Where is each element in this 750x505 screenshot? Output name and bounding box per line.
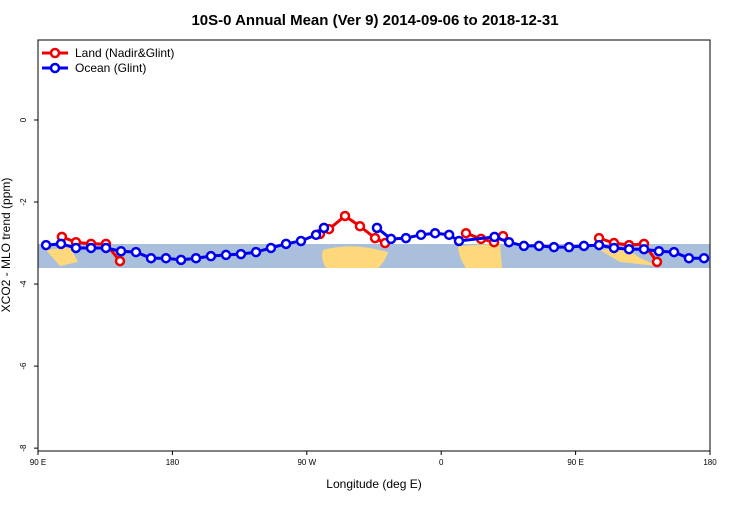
series-point: [460, 227, 472, 239]
series-point: [429, 227, 441, 239]
series-point: [100, 242, 112, 254]
series-point: [443, 229, 455, 241]
series-point: [578, 240, 590, 252]
series-point: [190, 252, 202, 264]
legend-label: Land (Nadir&Glint): [75, 46, 174, 60]
series-point: [114, 255, 126, 267]
series-point: [160, 252, 172, 264]
plot-frame: [37, 39, 711, 452]
series-point: [623, 243, 635, 255]
x-tick-label: 180: [166, 458, 180, 467]
x-tick-label: 90 W: [297, 458, 316, 467]
legend-marker: [49, 47, 61, 59]
x-tick-label: 180: [703, 458, 717, 467]
series-point: [85, 242, 97, 254]
series-point: [369, 232, 381, 244]
series-point: [593, 239, 605, 251]
y-tick-label: -4: [19, 280, 28, 288]
legend-label: Ocean (Glint): [75, 61, 146, 75]
series-point: [250, 246, 262, 258]
x-tick-label: 90 E: [30, 458, 46, 467]
x-tick-label: 0: [439, 458, 444, 467]
x-axis-label: Longitude (deg E): [326, 477, 421, 491]
y-tick-label: 0: [19, 117, 28, 122]
series-point: [415, 229, 427, 241]
series-point: [339, 210, 351, 222]
series-point: [115, 245, 127, 257]
series-point: [668, 246, 680, 258]
series-point: [55, 238, 67, 250]
series-point: [518, 240, 530, 252]
y-tick-label: -8: [19, 444, 28, 452]
chart-title: 10S-0 Annual Mean (Ver 9) 2014-09-06 to …: [191, 12, 558, 29]
y-axis-label: XCO2 - MLO trend (ppm): [0, 178, 13, 313]
series-point: [453, 235, 465, 247]
series-point: [653, 245, 665, 257]
series-point: [175, 254, 187, 266]
series-point: [220, 249, 232, 261]
series-point: [533, 240, 545, 252]
y-tick-label: -2: [19, 198, 28, 206]
series-point: [295, 235, 307, 247]
series-point: [638, 243, 650, 255]
series-point: [548, 241, 560, 253]
series-point: [310, 229, 322, 241]
series-point: [265, 242, 277, 254]
series-point: [354, 220, 366, 232]
legend-marker: [49, 62, 61, 74]
series-point: [145, 252, 157, 264]
series-point: [280, 238, 292, 250]
series-point: [698, 252, 710, 264]
series-point: [683, 252, 695, 264]
series-point: [385, 233, 397, 245]
series-point: [371, 222, 383, 234]
series-point: [608, 242, 620, 254]
series-point: [651, 256, 663, 268]
series-point: [563, 241, 575, 253]
series-point: [503, 236, 515, 248]
series-point: [489, 231, 500, 243]
y-tick-label: -6: [19, 362, 28, 370]
series-point: [400, 232, 412, 244]
series-point: [130, 246, 142, 258]
x-tick-label: 90 E: [567, 458, 583, 467]
series-point: [235, 248, 247, 260]
series-point: [205, 250, 217, 262]
series-point: [70, 242, 82, 254]
series-point: [318, 222, 330, 234]
series-point: [40, 239, 52, 251]
